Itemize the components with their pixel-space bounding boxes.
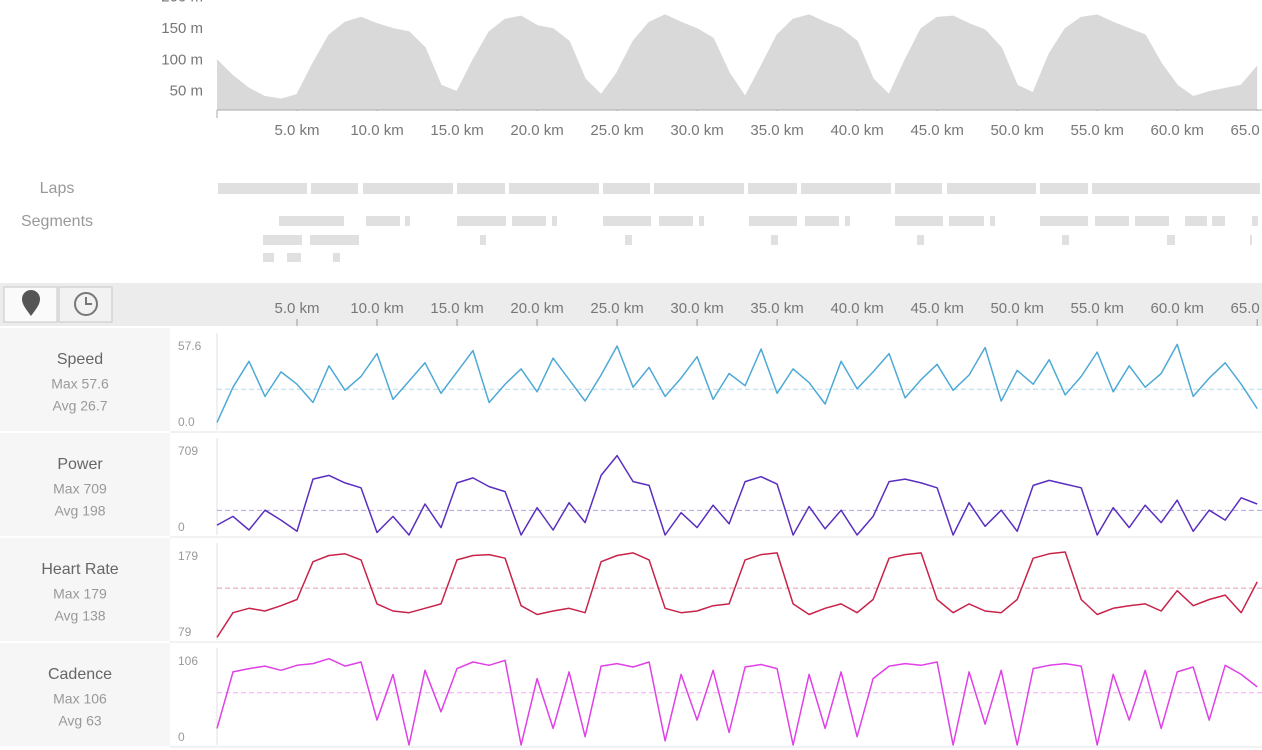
x-tick-label: 50.0 km [990,300,1043,317]
x-tick-label: 25.0 km [590,300,643,317]
panel-label-box [0,643,170,746]
panel-title: Cadence [48,666,112,683]
panel-stat: Max 106 [53,691,107,707]
stream-panel: Power Max 709 Avg 198 0 709 [0,433,1262,538]
y-tick-label: 0.0 [178,415,195,429]
panel-label-box [0,538,170,641]
y-tick-label: 200 m [161,0,203,5]
panel-stat: Avg 198 [54,503,105,519]
stream-panel: Cadence Max 106 Avg 63 0 106 [0,643,1262,748]
x-tick-label: 40.0 km [830,122,883,139]
x-tick-label: 60.0 km [1151,300,1204,317]
elevation-chart: 50 m 100 m 150 m 200 m 5.0 km 10.0 km 15.0 km 2… [161,0,1262,139]
series-line [216,343,1258,423]
y-tick-label: 57.6 [178,339,202,353]
panel-stat: Avg 63 [58,713,102,729]
series-line [216,657,1258,746]
laps-label: Laps [40,180,75,197]
x-tick-label: 40.0 km [830,300,883,317]
series-line [216,454,1258,536]
x-tick-label: 15.0 km [430,122,483,139]
x-tick-label: 65.0 km [1231,300,1262,317]
x-tick-label: 25.0 km [590,122,643,139]
x-tick-label: 30.0 km [670,300,723,317]
panel-title: Power [57,456,103,473]
x-tick-label: 5.0 km [275,300,320,317]
distance-mode-button[interactable] [3,286,58,323]
x-tick-label: 35.0 km [750,122,803,139]
x-tick-label: 50.0 km [990,122,1043,139]
y-tick-label: 179 [178,549,198,563]
segments-label: Segments [21,213,93,230]
area-outline [216,14,1258,101]
x-tick-label: 10.0 km [350,122,403,139]
y-tick-label: 106 [178,654,198,668]
segments-track [263,216,1258,262]
x-tick-label: 55.0 km [1070,300,1123,317]
panel-title: Speed [57,351,103,368]
laps-track [218,183,1260,194]
panel-stat: Max 57.6 [51,376,109,392]
x-tick-label: 15.0 km [430,300,483,317]
x-tick-label: 30.0 km [670,122,723,139]
series-line [216,551,1258,638]
panel-stat: Max 709 [53,481,107,497]
stream-panel: Speed Max 57.6 Avg 26.7 0.0 57.6 [0,328,1262,433]
panel-label-box [0,433,170,536]
x-tick-label: 65.0 km [1231,122,1262,139]
x-tick-label: 20.0 km [510,300,563,317]
y-tick-label: 709 [178,444,198,458]
x-tick-label: 10.0 km [350,300,403,317]
panel-stat: Avg 26.7 [52,398,107,414]
y-tick-label: 150 m [161,20,203,37]
x-tick-label: 55.0 km [1070,122,1123,139]
x-tick-label: 45.0 km [910,122,963,139]
toolbar [0,283,1262,326]
x-tick-label: 35.0 km [750,300,803,317]
panel-stat: Max 179 [53,586,107,602]
stream-panel: Heart Rate Max 179 Avg 138 79 179 [0,538,1262,643]
panel-label-box [0,328,170,431]
y-tick-label: 79 [178,625,192,639]
panel-title: Heart Rate [41,561,118,578]
panel-stat: Avg 138 [54,608,105,624]
x-tick-label: 20.0 km [510,122,563,139]
y-tick-label: 50 m [170,83,203,100]
x-tick-label: 60.0 km [1151,122,1204,139]
y-tick-label: 0 [178,520,185,534]
x-tick-label: 5.0 km [275,122,320,139]
y-tick-label: 0 [178,730,185,744]
time-mode-button[interactable] [58,286,113,323]
y-tick-label: 100 m [161,51,203,68]
area-fill [217,15,1258,111]
x-tick-label: 45.0 km [910,300,963,317]
